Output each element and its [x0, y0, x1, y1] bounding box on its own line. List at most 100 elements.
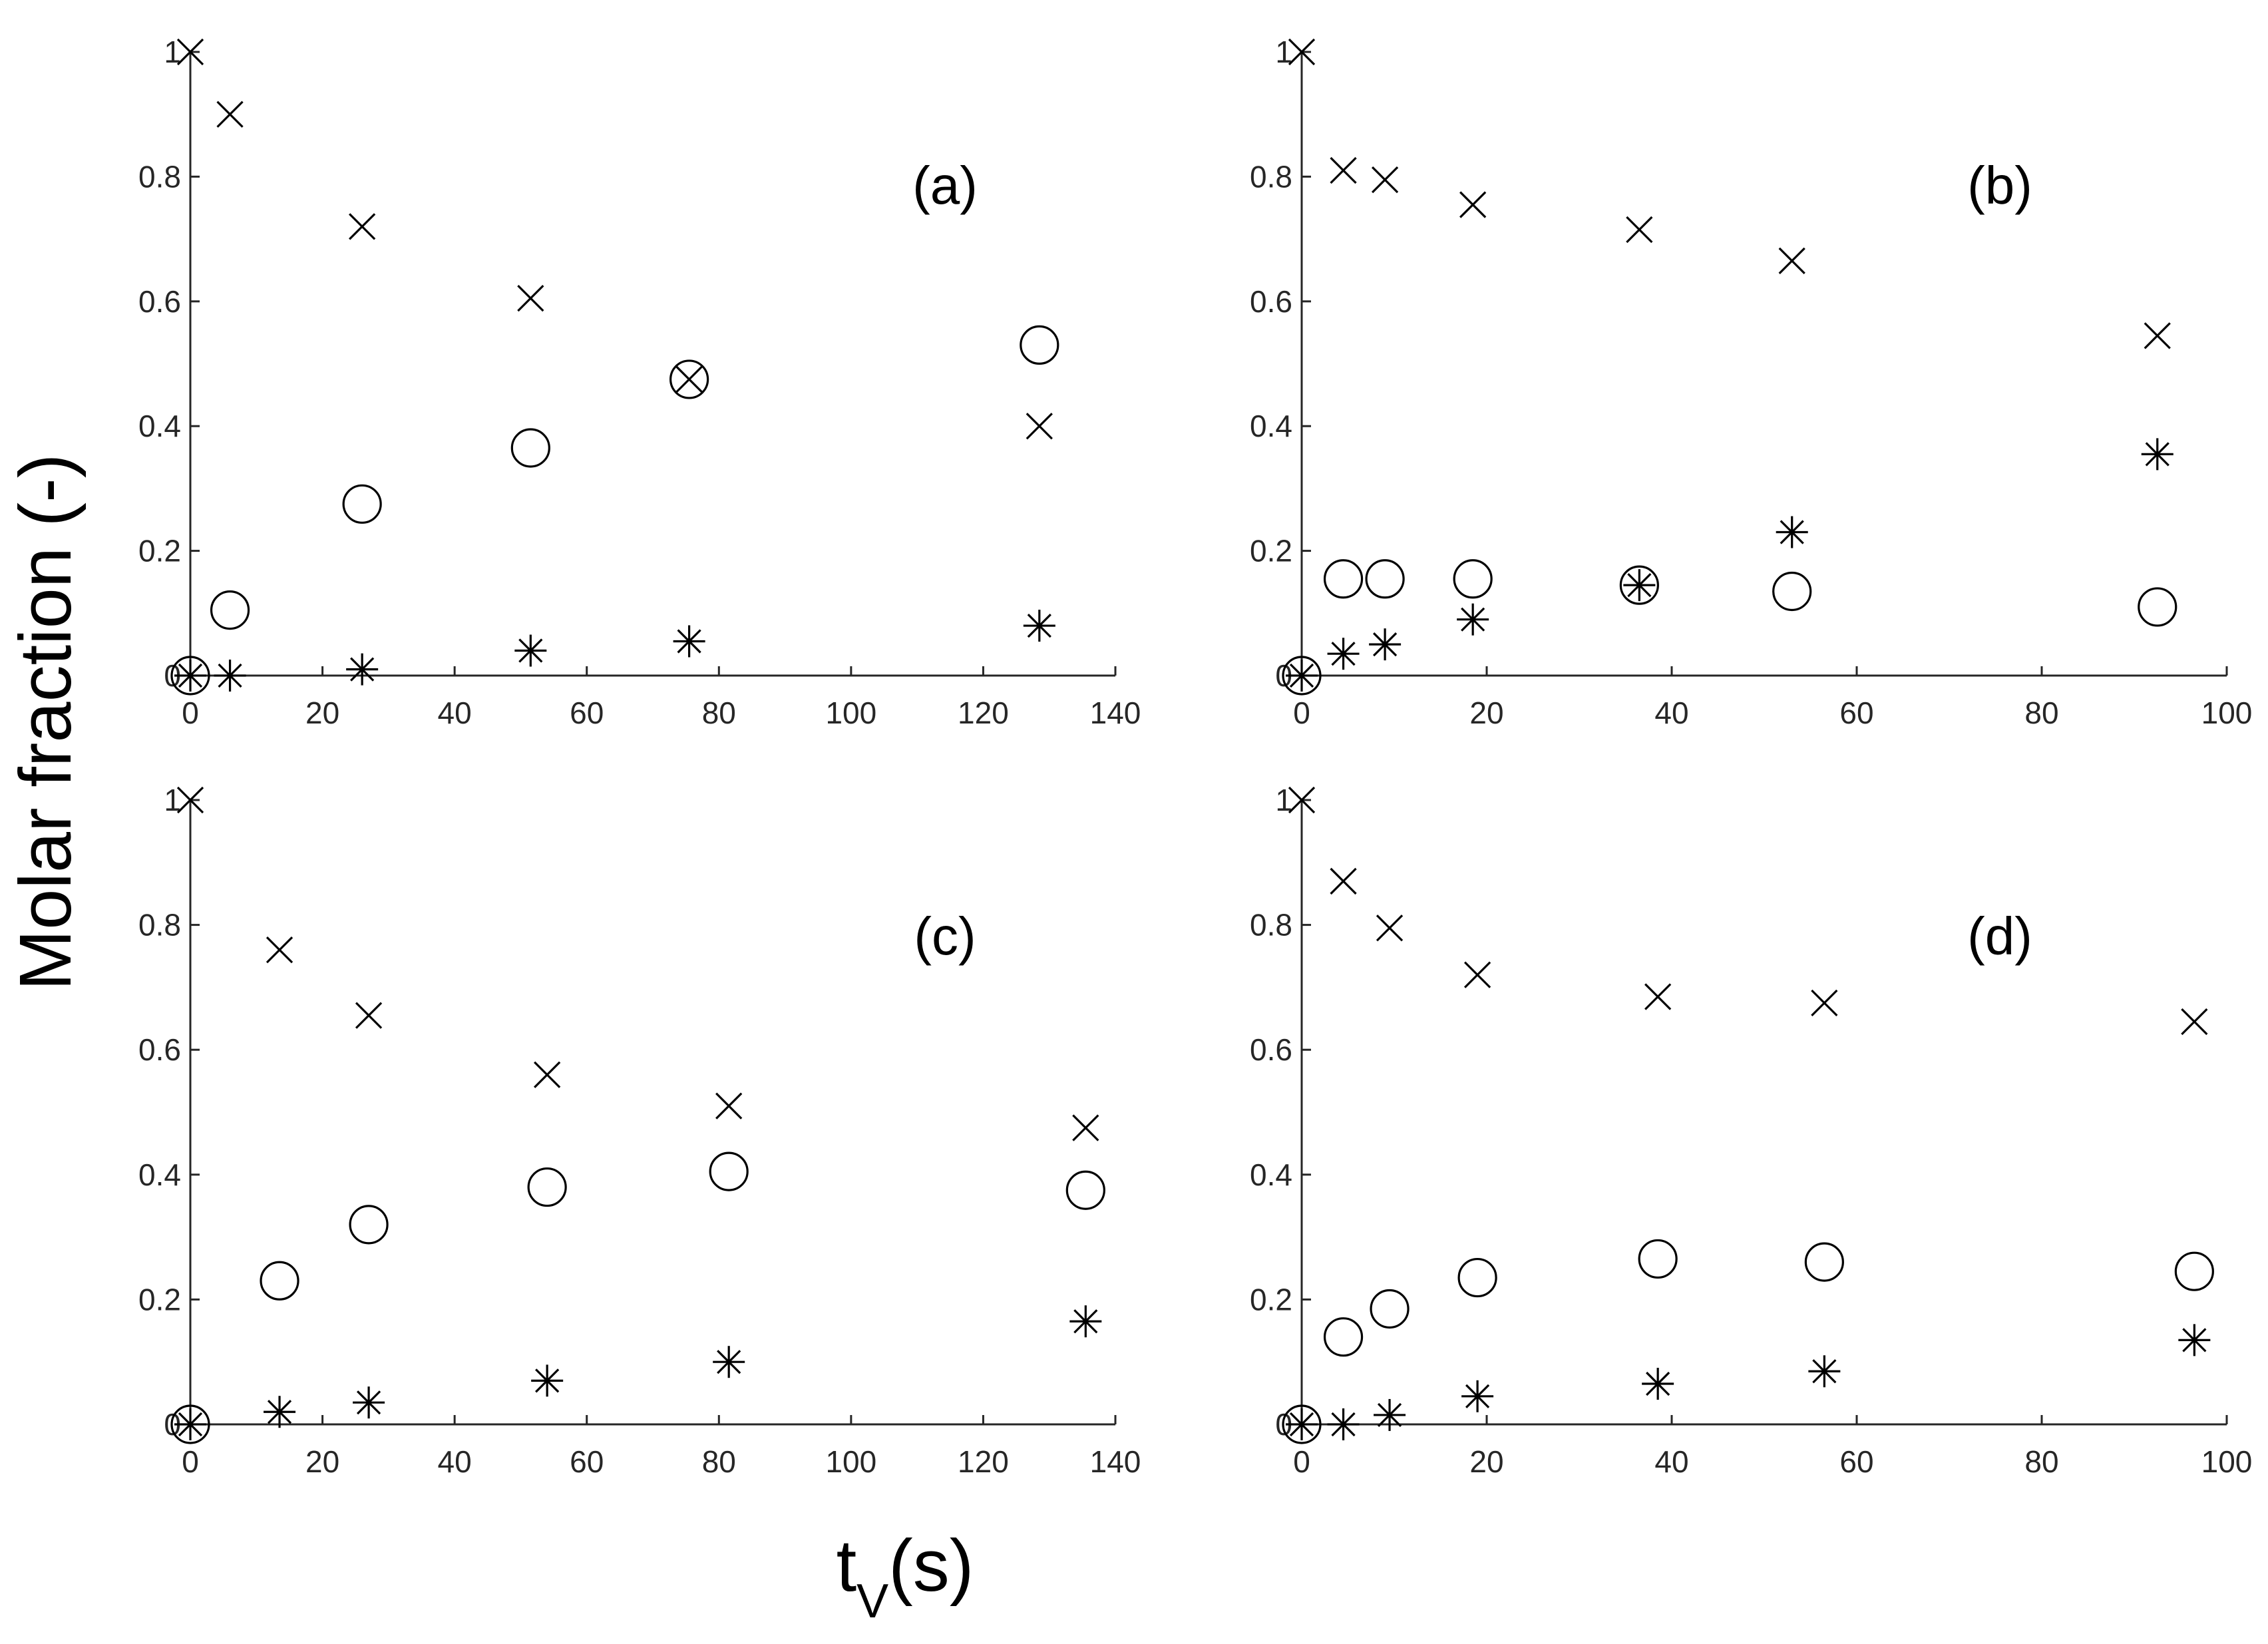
panel-b-marker-circle	[1323, 559, 1364, 599]
panel-d-x-tick-label: 20	[1469, 1444, 1503, 1479]
panel-a-marker-asterisk	[673, 625, 705, 658]
panel-a-x-tick-label: 20	[305, 696, 339, 730]
panel-a-marker-asterisk	[346, 653, 379, 686]
panel-a-marker-cross	[517, 284, 544, 312]
panel-d-marker-cross	[1376, 915, 1404, 942]
panel-c-x-tick-label: 40	[438, 1444, 472, 1479]
panel-c-y-tick-label: 0.2	[138, 1282, 181, 1317]
panel-a-marker-asterisk	[174, 660, 206, 692]
panel-b-x-tick-label: 40	[1654, 696, 1688, 730]
panel-c-x-tick-label: 140	[1090, 1444, 1141, 1479]
panel-a-marker-cross	[176, 38, 204, 66]
panel-c-marker-circle	[527, 1167, 567, 1207]
panel-d-marker-cross	[1811, 989, 1838, 1016]
panel-c-marker-cross	[534, 1061, 561, 1088]
panel-b-x-tick-label: 80	[2024, 696, 2058, 730]
panel-d-marker-cross	[1463, 961, 1491, 988]
panel-d-marker-circle	[1638, 1239, 1678, 1279]
panel-c-y-tick-label: 0.6	[138, 1032, 181, 1067]
panel-d-marker-cross	[2181, 1008, 2208, 1036]
panel-d-marker-asterisk	[1642, 1368, 1674, 1400]
panel-d-marker-circle	[1282, 1404, 1322, 1444]
panel-b-label: (b)	[1967, 156, 2032, 215]
panel-c-x-tick-label: 0	[182, 1444, 199, 1479]
panel-a-marker-asterisk	[514, 634, 547, 667]
panel-b-marker-asterisk	[1623, 569, 1656, 602]
panel-c-marker-cross	[355, 1002, 383, 1029]
panel-b-marker-cross	[2144, 322, 2171, 349]
panel-c-x-tick-label: 20	[305, 1444, 339, 1479]
panel-b-marker-circle	[1282, 656, 1322, 696]
panel-b-marker-cross	[1626, 216, 1653, 244]
panel-d-marker-circle	[2174, 1251, 2214, 1291]
panel-d-marker-cross	[1644, 983, 1672, 1010]
panel-d-marker-cross	[1288, 786, 1316, 814]
panel-c-x-tick-label: 60	[570, 1444, 604, 1479]
panel-d-marker-cross	[1330, 867, 1357, 895]
panel-a-marker-circle	[210, 590, 250, 630]
panel-d-marker-circle	[1323, 1317, 1364, 1357]
panel-a-x-tick-label: 40	[438, 696, 472, 730]
panel-a-marker-asterisk	[1023, 610, 1055, 642]
panel-c-marker-circle	[349, 1205, 389, 1245]
panel-d-x-tick-label: 80	[2024, 1444, 2058, 1479]
panel-b-marker-circle	[2138, 587, 2177, 627]
panel-d-marker-asterisk	[1286, 1408, 1318, 1440]
panel-b-marker-asterisk	[2141, 438, 2174, 471]
panel-b-marker-cross	[1459, 191, 1487, 218]
x-axis-title-subscript: V	[856, 1575, 888, 1628]
panel-b-marker-asterisk	[1457, 603, 1489, 636]
panel-a-marker-cross	[349, 213, 376, 240]
panel-b-y-tick-label: 0.4	[1250, 409, 1292, 443]
panel-d-y-tick-label: 0.2	[1250, 1282, 1292, 1317]
panel-c-x-tick-label: 80	[702, 1444, 736, 1479]
panel-d-marker-asterisk	[1461, 1380, 1494, 1412]
panel-c-marker-asterisk	[531, 1364, 564, 1397]
panel-a-marker-cross	[1026, 413, 1053, 440]
panel-b-marker-circle	[1772, 571, 1812, 612]
panel-d-marker-circle	[1370, 1289, 1410, 1329]
panel-b-x-tick-label: 20	[1469, 696, 1503, 730]
panel-c-marker-asterisk	[713, 1346, 745, 1378]
panel-c-marker-cross	[176, 786, 204, 814]
panel-c-marker-circle	[709, 1151, 749, 1191]
panel-b-marker-cross	[1371, 166, 1399, 194]
panel-b-x-tick-label: 0	[1293, 696, 1310, 730]
panel-a-marker-asterisk	[214, 660, 246, 692]
panel-b-marker-cross	[1778, 247, 1805, 275]
panel-b-marker-asterisk	[1286, 660, 1318, 692]
panel-a-y-tick-label: 0.8	[138, 159, 181, 194]
panel-c-marker-asterisk	[174, 1408, 206, 1440]
panel-d-marker-asterisk	[1327, 1408, 1360, 1440]
y-axis-title: Molar fraction (-)	[5, 454, 87, 991]
panel-a-marker-circle	[669, 359, 709, 399]
panel-b-marker-asterisk	[1776, 516, 1808, 548]
panel-b-y-tick-label: 0.2	[1250, 534, 1292, 568]
panel-b-y-tick-label: 0.6	[1250, 284, 1292, 319]
panel-b-marker-cross	[1288, 38, 1316, 66]
panel-d-x-tick-label: 60	[1839, 1444, 1873, 1479]
panel-c-marker-asterisk	[264, 1396, 296, 1428]
panel-a-marker-circle	[342, 484, 382, 524]
panel-d-marker-circle	[1457, 1257, 1497, 1298]
panel-d-y-tick-label: 0.6	[1250, 1032, 1292, 1067]
panel-b-marker-cross	[1330, 156, 1357, 184]
panel-b-marker-circle	[1365, 559, 1405, 599]
panel-b-marker-asterisk	[1369, 628, 1402, 661]
panel-c-marker-circle	[170, 1404, 210, 1444]
panel-c-marker-circle	[1065, 1170, 1105, 1210]
panel-a-y-tick-label: 0.2	[138, 534, 181, 568]
panel-a-y-tick-label: 0.6	[138, 284, 181, 319]
panel-a-x-tick-label: 100	[825, 696, 876, 730]
panel-d-label: (d)	[1967, 907, 2032, 966]
panel-b-y-tick-label: 0.8	[1250, 159, 1292, 194]
panel-b-marker-circle	[1619, 565, 1659, 605]
panel-a-x-tick-label: 120	[958, 696, 1009, 730]
panel-a-x-tick-label: 140	[1090, 696, 1141, 730]
panel-d-x-tick-label: 100	[2201, 1444, 2253, 1479]
